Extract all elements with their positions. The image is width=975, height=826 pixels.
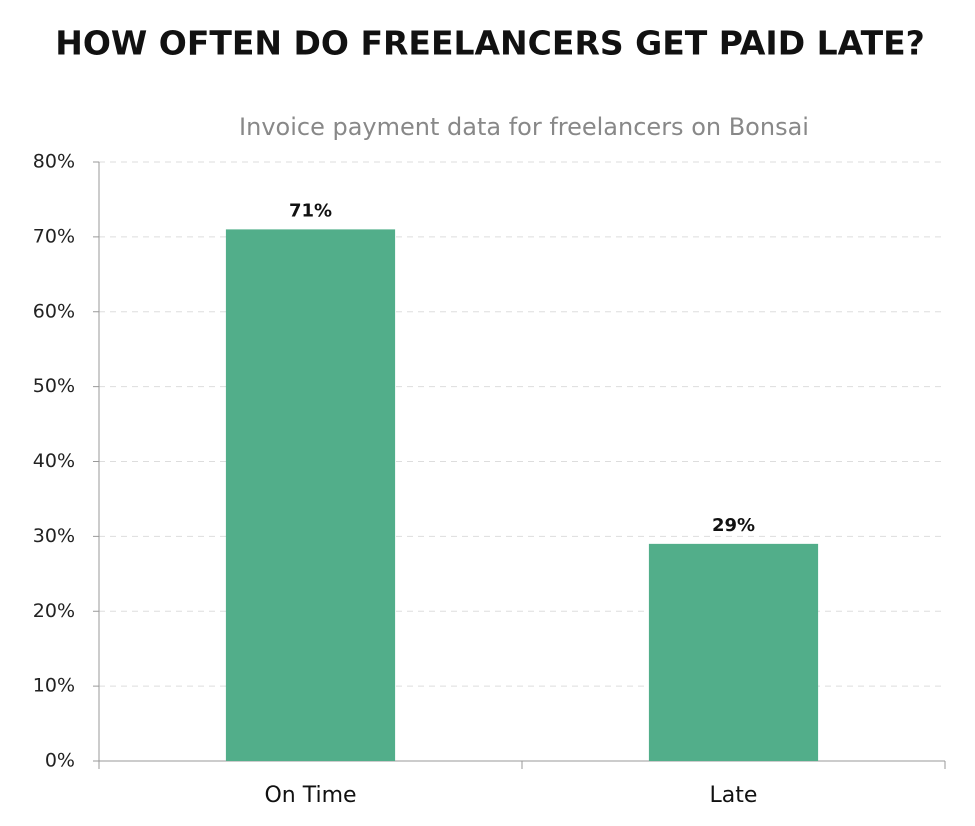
y-tick-label: 20% [33, 600, 75, 622]
chart-title: HOW OFTEN DO FREELANCERS GET PAID LATE? [55, 24, 925, 63]
y-tick-label: 40% [33, 450, 75, 472]
x-tick-label: On Time [264, 783, 356, 808]
bar [648, 543, 819, 761]
value-label: 29% [712, 515, 755, 536]
x-tick-label: Late [710, 783, 758, 808]
y-tick-label: 80% [33, 151, 75, 173]
bar [225, 229, 396, 761]
value-label: 71% [289, 200, 332, 221]
y-tick-label: 10% [33, 675, 75, 697]
y-tick-label: 60% [33, 300, 75, 322]
chart-subtitle: Invoice payment data for freelancers on … [239, 113, 809, 141]
y-tick-label: 30% [33, 525, 75, 547]
y-tick-label: 70% [33, 225, 75, 247]
y-tick-label: 50% [33, 375, 75, 397]
y-tick-label: 0% [45, 750, 75, 772]
